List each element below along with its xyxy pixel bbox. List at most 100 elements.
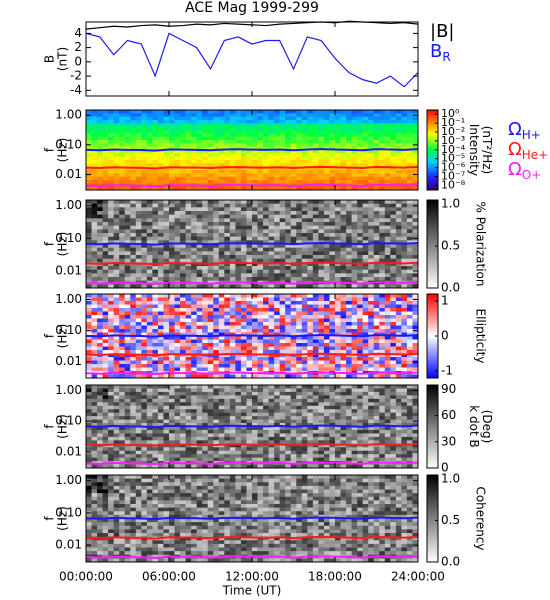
spectrogram-cell (97, 266, 103, 271)
spectrogram-cell (373, 247, 380, 252)
spectrogram-cell (86, 229, 92, 234)
spectrogram-cell (235, 233, 242, 238)
spectrogram-cell (357, 214, 364, 219)
spectrogram-cell (301, 113, 308, 118)
spectrogram-cell (246, 318, 253, 323)
spectrogram-cell (86, 346, 92, 351)
spectrogram-cell (113, 388, 120, 393)
spectrogram-cell (390, 225, 397, 230)
spectrogram-cell (351, 180, 358, 184)
spectrogram-cell (373, 311, 380, 316)
spectrogram-cell (180, 166, 186, 171)
spectrogram-cell (196, 436, 203, 441)
spectrogram-cell (113, 116, 120, 121)
spectrogram-cell (307, 304, 314, 309)
spectrogram-cell (207, 160, 214, 164)
spectrogram-cell (102, 266, 109, 271)
spectrogram-cell (141, 113, 148, 118)
spectrogram-cell (390, 269, 397, 274)
spectrogram-cell (119, 357, 126, 361)
spectrogram-cell (124, 423, 131, 427)
spectrogram-cell (113, 273, 120, 278)
spectrogram-cell (102, 297, 109, 302)
spectrogram-cell (196, 322, 203, 326)
spectrogram-cell (86, 308, 92, 312)
spectrogram-cell (351, 244, 358, 249)
spectrogram-cell (301, 251, 308, 256)
spectrogram-cell (246, 222, 253, 227)
spectrogram-cell (301, 186, 308, 191)
spectrogram-cell (163, 150, 170, 154)
spectrogram-cell (279, 160, 286, 164)
spectrogram-cell (390, 156, 397, 161)
spectrogram-cell (390, 266, 397, 271)
spectrogram-cell (119, 450, 126, 455)
spectrogram-cell (235, 357, 242, 361)
spectrogram-cell (102, 203, 109, 208)
spectrogram-cell (384, 353, 391, 358)
spectrogram-cell (207, 150, 214, 154)
spectrogram-cell (268, 170, 275, 174)
spectrogram-cell (362, 150, 369, 154)
spectrogram-cell (312, 126, 319, 131)
spectrogram-cell (141, 311, 148, 316)
spectrogram-cell (169, 163, 175, 168)
spectrogram-cell (301, 308, 308, 312)
spectrogram-cell (141, 236, 148, 241)
spectrogram-cell (362, 214, 369, 219)
spectrogram-cell (91, 426, 98, 431)
spectrogram-cell (191, 170, 198, 174)
spectrogram-cell (279, 284, 286, 289)
spectrogram-cell (207, 297, 214, 302)
spectrogram-cell (152, 447, 159, 452)
spectrogram-cell (135, 116, 142, 121)
spectrogram-cell (235, 123, 242, 128)
spectrogram-cell (196, 200, 203, 205)
spectrogram-cell (329, 277, 336, 282)
spectrogram-cell (357, 150, 364, 154)
spectrogram-cell (207, 244, 214, 249)
spectrogram-cell (412, 156, 419, 161)
spectrogram-cell (185, 364, 192, 368)
spectrogram-cell (274, 186, 281, 191)
spectrogram-cell (124, 374, 131, 379)
spectrogram-cell (263, 113, 269, 118)
spectrogram-cell (141, 433, 148, 438)
spectrogram-cell (307, 214, 314, 219)
spectrogram-cell (263, 236, 269, 241)
spectrogram-cell (335, 222, 341, 227)
spectrogram-cell (124, 203, 131, 208)
spectrogram-cell (163, 140, 170, 144)
spectrogram-cell (146, 240, 153, 245)
spectrogram-cell (395, 318, 402, 323)
spectrogram-cell (124, 395, 131, 400)
spectrogram-cell (252, 236, 258, 241)
spectrogram-cell (141, 244, 148, 249)
spectrogram-cell (86, 120, 92, 124)
spectrogram-cell (169, 273, 175, 278)
spectrogram-cell (163, 447, 170, 452)
spectrogram-cell (329, 200, 336, 205)
spectrogram-cell (130, 222, 137, 227)
spectrogram-cell (213, 110, 220, 114)
spectrogram-cell (152, 170, 159, 174)
spectrogram-cell (373, 329, 380, 333)
spectrogram-cell (412, 153, 419, 158)
spectrogram-cell (252, 218, 258, 223)
spectrogram-cell (312, 153, 319, 158)
spectrogram-cell (196, 153, 203, 158)
spectrogram-cell (379, 225, 386, 230)
spectrogram-cell (169, 318, 175, 323)
spectrogram-cell (290, 133, 297, 138)
spectrogram-cell (213, 203, 220, 208)
spectrogram-cell (274, 240, 281, 245)
spectrogram-cell (146, 360, 153, 365)
spectrogram-cell (135, 454, 142, 459)
spectrogram-cell (307, 315, 314, 319)
spectrogram-cell (406, 143, 413, 148)
spectrogram-cell (379, 120, 386, 124)
spectrogram-cell (191, 266, 198, 271)
spectrogram-cell (379, 229, 386, 234)
spectrogram-cell (113, 269, 120, 274)
spectrogram-cell (135, 200, 142, 205)
